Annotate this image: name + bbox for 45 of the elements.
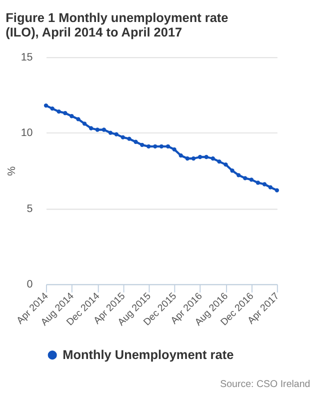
point	[127, 136, 132, 141]
y-tick-label: 5	[26, 202, 33, 215]
point	[159, 144, 164, 148]
point	[153, 144, 158, 148]
point	[50, 106, 54, 111]
point	[178, 153, 183, 158]
point	[63, 111, 68, 116]
point	[224, 162, 228, 167]
point	[262, 182, 267, 186]
point	[274, 188, 280, 192]
point	[134, 140, 138, 144]
point	[185, 156, 190, 161]
point	[172, 147, 176, 152]
point	[249, 178, 254, 182]
point	[204, 154, 208, 160]
point	[95, 128, 100, 132]
point	[217, 159, 222, 164]
point	[70, 114, 74, 118]
point	[108, 130, 113, 135]
point	[236, 173, 241, 178]
point	[146, 144, 151, 148]
y-axis-title: %	[6, 166, 18, 176]
point	[166, 144, 170, 148]
point	[191, 156, 196, 161]
point	[56, 110, 61, 114]
y-tick-label: 10	[20, 127, 33, 140]
y-tick-label: 15	[20, 52, 33, 64]
point	[102, 128, 106, 132]
point	[243, 176, 248, 180]
y-tick-label: 0	[26, 278, 33, 291]
point	[114, 132, 118, 136]
point	[256, 180, 260, 185]
legend-label: Monthly Unemployment rate	[62, 347, 234, 362]
source-note: Source: CSO Ireland	[220, 378, 310, 390]
point	[198, 154, 202, 160]
point	[268, 185, 272, 190]
point	[140, 142, 144, 147]
chart-title: Figure 1 Monthly unemployment rate (ILO), April 2014 to April 2017	[6, 10, 228, 40]
point	[82, 122, 87, 126]
point	[44, 103, 48, 108]
point	[120, 135, 125, 140]
point	[210, 156, 215, 161]
point	[89, 126, 94, 130]
point	[76, 117, 80, 122]
point	[230, 168, 234, 173]
